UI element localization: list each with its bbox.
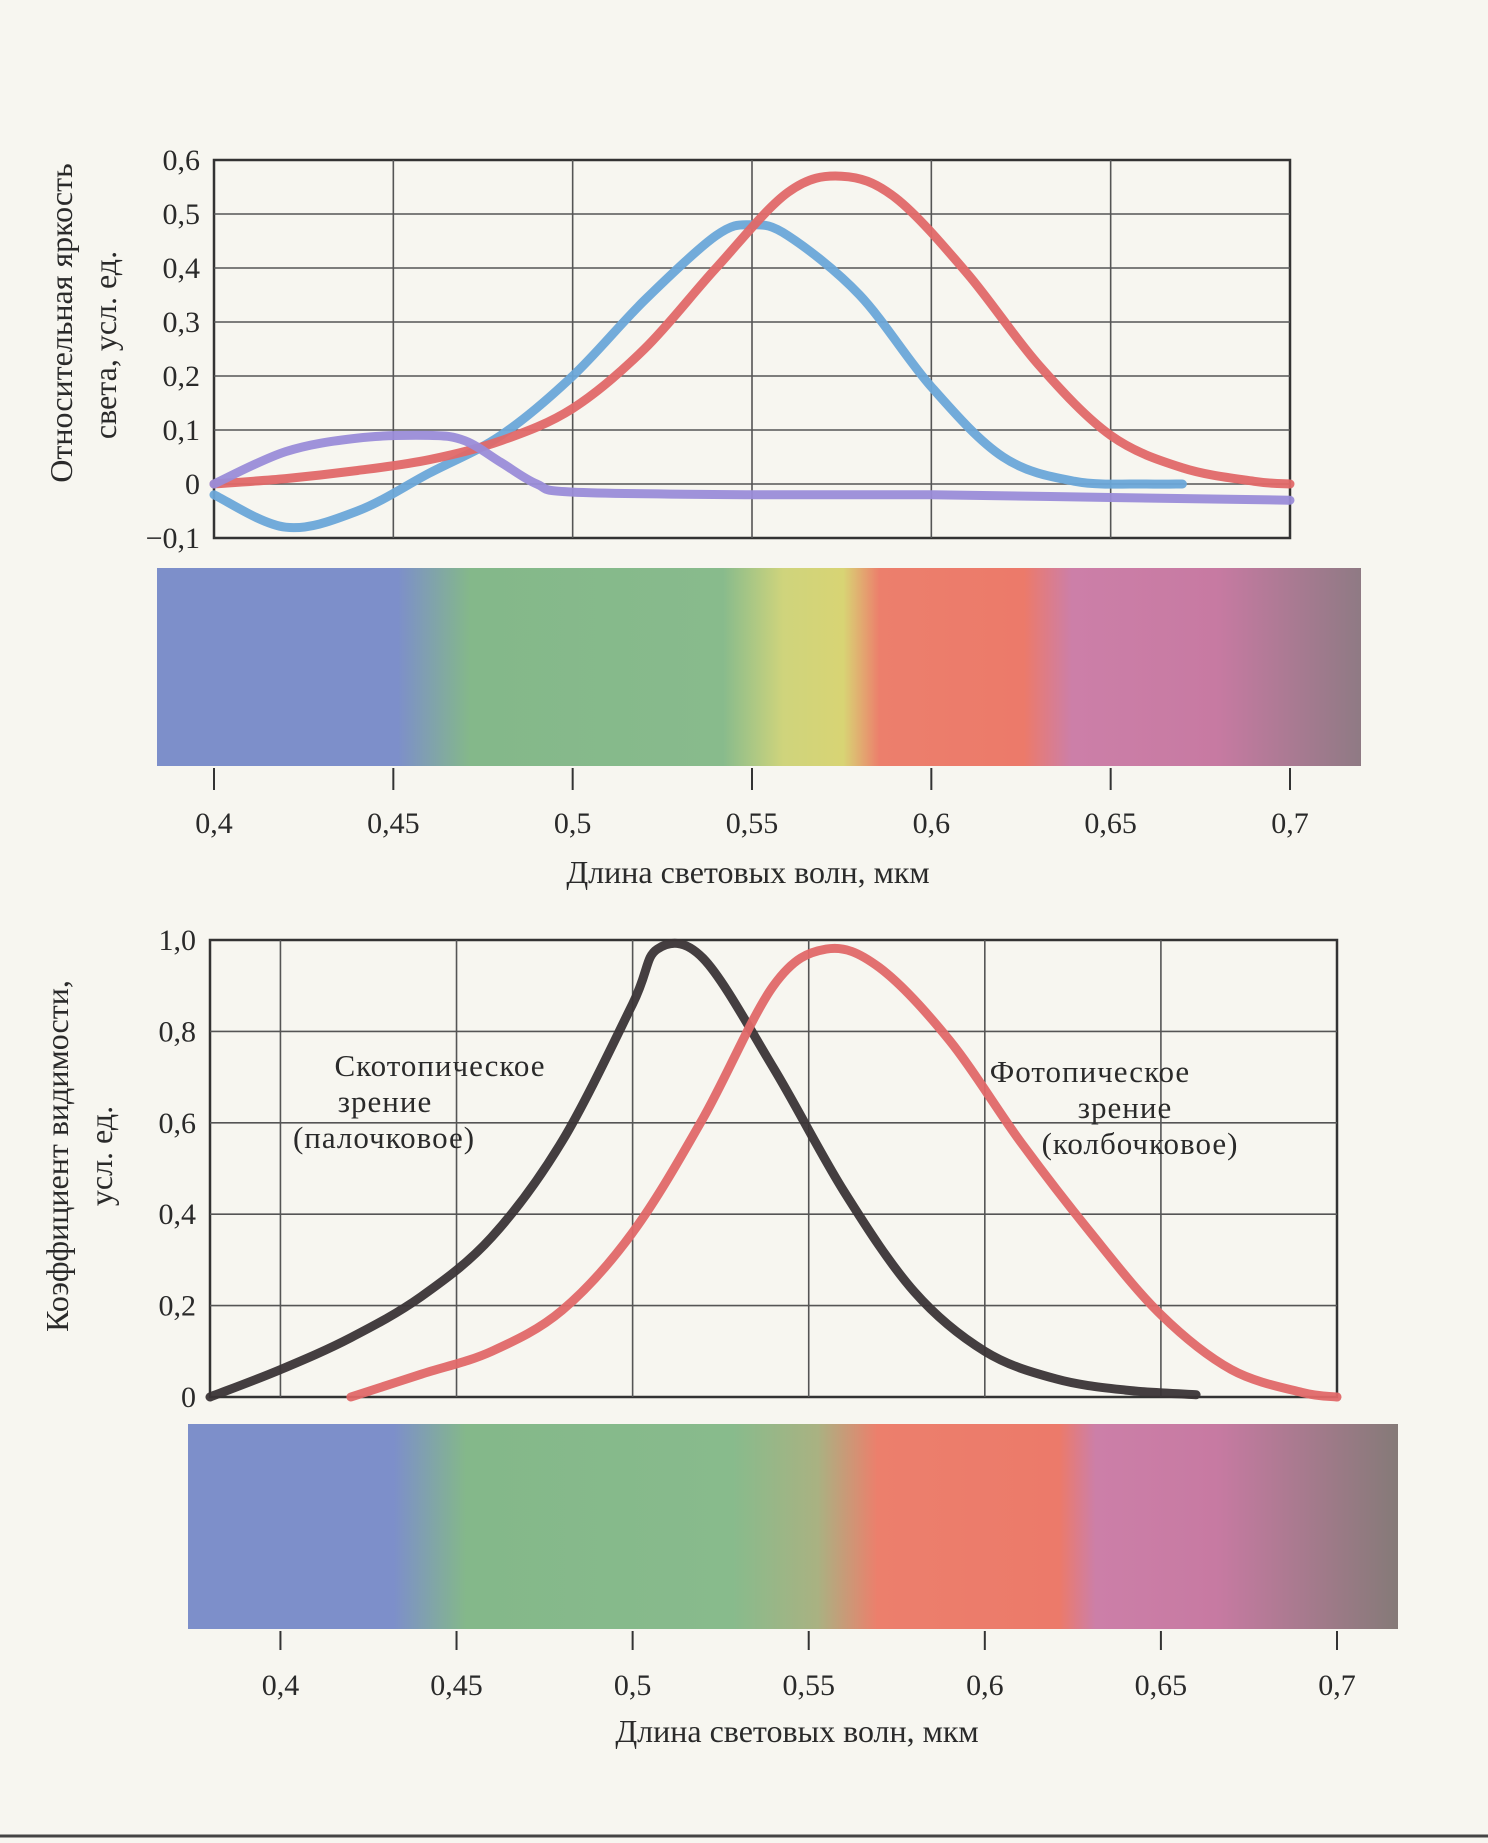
visibility-chart: 1,00,80,60,40,20 0,4 0,45 0,5 0,55 0,6 0,65 0,… [39,924,1398,1749]
x-tick-label: 0,5 [554,807,592,840]
annotation-scotopic-line2: зрение [338,1084,432,1119]
x-tick-label: 0,65 [1084,807,1137,840]
y-tick-label: 0,8 [159,1015,197,1048]
y-tick-label: 0,2 [163,360,201,393]
annotation-scotopic-line1: Скотопическое [334,1048,545,1083]
series-line-2 [209,171,1295,489]
y-tick-label: 0,6 [163,144,201,177]
y-tick-label: 0,4 [163,252,201,285]
x-tick-labels: 0,4 0,45 0,5 0,55 0,6 0,65 0,7 [262,1631,1356,1702]
brightness-chart: 0,60,50,40,30,20,10−0,1 0,4 0,45 0,5 0,55 0,… [43,144,1361,890]
series-group [205,938,1342,1402]
annotation-photopic-line2: зрение [1078,1090,1172,1125]
x-tick-label: 0,4 [195,807,233,840]
x-tick-label: 0,6 [913,807,951,840]
x-tick-label: 0,55 [726,807,779,840]
y-tick-label: 0,6 [159,1107,197,1140]
x-tick-label: 0,4 [262,1669,300,1702]
spectrum-bar [188,1424,1398,1629]
y-tick-label: 0 [181,1381,196,1414]
y-tick-label: 0,2 [159,1290,197,1323]
annotation-photopic: Фотопическое зрение (колбочковое) [990,1054,1239,1161]
x-axis-label: Длина световых волн, мкм [615,1713,978,1749]
annotation-scotopic-line3: (палочковое) [293,1120,475,1155]
y-tick-label: −0,1 [146,522,200,555]
y-tick-label: 0 [185,468,200,501]
x-tick-label: 0,7 [1318,1669,1356,1702]
y-tick-label: 0,3 [163,306,201,339]
x-tick-label: 0,5 [614,1669,652,1702]
y-tick-label: 0,4 [159,1198,197,1231]
annotation-scotopic: Скотопическое зрение (палочковое) [293,1048,545,1155]
y-axis-label-line1: Относительная яркость [43,163,79,482]
x-tick-label: 0,65 [1135,1669,1188,1702]
plot-frame [208,938,1339,1399]
y-tick-label: 0,5 [163,198,201,231]
y-tick-labels: 1,0 0,8 0,6 0,4 0,2 0 [159,924,197,1414]
x-tick-label: 0,55 [782,1669,835,1702]
series-group [209,171,1295,533]
y-tick-label: 0,1 [163,414,201,447]
y-tick-label: 1,0 [159,924,197,957]
y-axis-label-line2: усл. ед. [83,1106,119,1206]
y-axis-label-line2: света, усл. ед. [87,251,123,439]
series-line-2 [346,943,1342,1402]
y-axis-label-line1: Коэффициент видимости, [39,980,75,1332]
x-tick-label: 0,6 [966,1669,1004,1702]
series-line-1 [209,220,1187,533]
series-line-1 [205,938,1201,1402]
series-line-3 [209,430,1295,505]
x-tick-label: 0,45 [367,807,420,840]
annotation-photopic-line1: Фотопическое [990,1054,1190,1089]
x-tick-label: 0,45 [430,1669,483,1702]
x-tick-label: 0,7 [1271,807,1309,840]
x-tick-labels: 0,4 0,45 0,5 0,55 0,6 0,65 0,7 [195,768,1309,840]
y-tick-labels: 0,6 0,5 0,4 0,3 0,2 0,1 0 −0,1 [146,144,200,555]
grid [208,938,1339,1399]
spectrum-bar [157,568,1361,766]
annotation-photopic-line3: (колбочковое) [1042,1126,1239,1161]
x-axis-label: Длина световых волн, мкм [566,854,929,890]
